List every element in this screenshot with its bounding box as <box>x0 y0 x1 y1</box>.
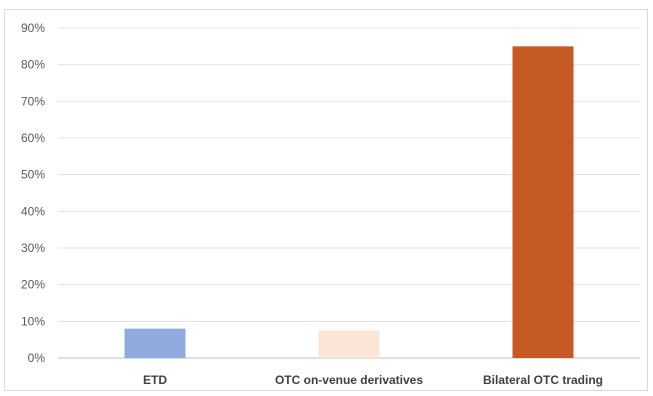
y-tick-label: 80% <box>21 58 45 72</box>
y-tick-label: 10% <box>21 314 45 328</box>
y-tick-label: 0% <box>28 351 46 365</box>
y-tick-label: 60% <box>21 131 45 145</box>
bars <box>124 46 574 358</box>
y-axis-ticks: 0% 10% 20% 30% 40% 50% 60% 70% 80% 90% <box>21 21 45 365</box>
x-category-label: OTC on-venue derivatives <box>275 373 423 387</box>
bar-otc-on-venue-derivatives <box>318 330 380 358</box>
x-category-label: ETD <box>143 373 167 387</box>
bar-bilateral-otc-trading <box>512 46 574 358</box>
y-tick-label: 50% <box>21 168 45 182</box>
y-tick-label: 20% <box>21 278 45 292</box>
y-tick-label: 30% <box>21 241 45 255</box>
x-category-label: Bilateral OTC trading <box>483 373 603 387</box>
x-axis-categories: ETD OTC on-venue derivatives Bilateral OTC… <box>143 373 603 387</box>
y-tick-label: 70% <box>21 94 45 108</box>
y-tick-label: 90% <box>21 21 45 35</box>
y-tick-label: 40% <box>21 204 45 218</box>
bar-etd <box>124 328 186 358</box>
